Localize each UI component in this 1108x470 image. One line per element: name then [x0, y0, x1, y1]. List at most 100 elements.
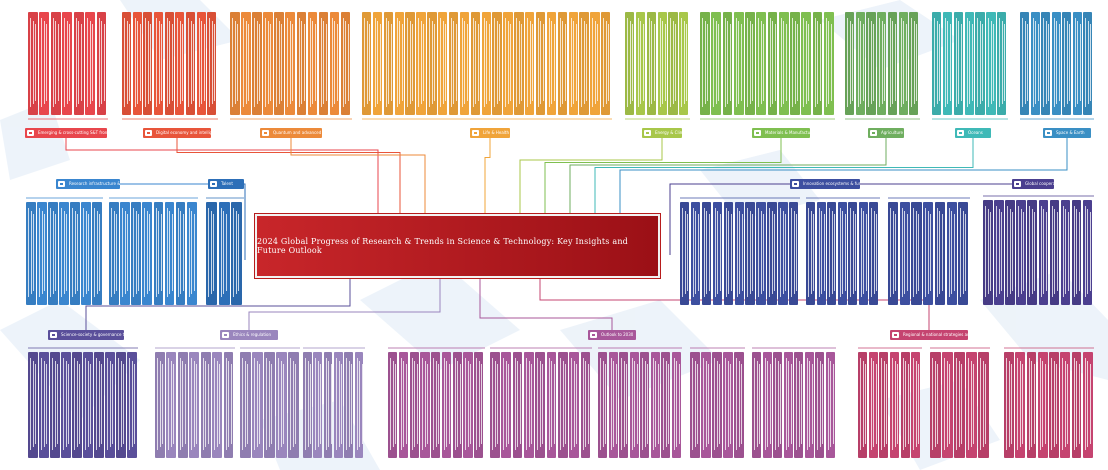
subtopic-column[interactable]	[452, 352, 462, 458]
subtopic-column[interactable]	[252, 12, 262, 115]
subtopic-column[interactable]	[323, 352, 333, 458]
branch-label-b2[interactable]: Digital economy and intelligent systems	[143, 128, 211, 138]
subtopic-column[interactable]	[525, 12, 535, 115]
subtopic-column[interactable]	[646, 12, 656, 115]
subtopic-column[interactable]	[1049, 352, 1059, 458]
subtopic-column[interactable]	[448, 12, 459, 115]
subtopic-column[interactable]	[909, 12, 919, 115]
branch-label-b7[interactable]: Agriculture	[868, 128, 904, 138]
subtopic-column[interactable]	[888, 202, 899, 305]
subtopic-column[interactable]	[92, 202, 102, 305]
subtopic-column[interactable]	[879, 352, 889, 458]
branch-label-b3[interactable]: Quantum and advanced computing	[260, 128, 322, 138]
subtopic-column[interactable]	[964, 12, 974, 115]
subtopic-column[interactable]	[394, 12, 404, 115]
subtopic-column[interactable]	[1082, 352, 1093, 458]
subtopic-column[interactable]	[994, 200, 1004, 305]
subtopic-column[interactable]	[212, 352, 223, 458]
subtopic-column[interactable]	[752, 352, 761, 458]
branch-label-b10[interactable]: Research infrastructure & open science	[56, 179, 120, 189]
subtopic-column[interactable]	[59, 202, 69, 305]
subtopic-column[interactable]	[668, 12, 678, 115]
subtopic-column[interactable]	[175, 202, 186, 305]
subtopic-column[interactable]	[166, 352, 177, 458]
subtopic-column[interactable]	[39, 352, 49, 458]
subtopic-column[interactable]	[953, 12, 964, 115]
branch-label-b4[interactable]: Life & Health	[470, 128, 510, 138]
branch-label-b8[interactable]: Oceans	[955, 128, 991, 138]
subtopic-column[interactable]	[868, 352, 878, 458]
subtopic-column[interactable]	[362, 12, 372, 115]
subtopic-column[interactable]	[50, 12, 61, 115]
branch-label-b16[interactable]: Outlook to 2030	[588, 330, 636, 340]
subtopic-column[interactable]	[285, 12, 296, 115]
subtopic-column[interactable]	[72, 352, 82, 458]
subtopic-column[interactable]	[887, 12, 898, 115]
subtopic-column[interactable]	[1049, 200, 1060, 305]
branch-label-b14[interactable]: Science-society & governance trends	[48, 330, 124, 340]
subtopic-column[interactable]	[869, 202, 879, 305]
subtopic-column[interactable]	[492, 12, 502, 115]
subtopic-column[interactable]	[70, 202, 80, 305]
subtopic-column[interactable]	[1004, 352, 1014, 458]
subtopic-column[interactable]	[231, 202, 243, 305]
subtopic-column[interactable]	[416, 12, 426, 115]
subtopic-column[interactable]	[50, 352, 60, 458]
subtopic-column[interactable]	[942, 12, 953, 115]
subtopic-column[interactable]	[313, 352, 323, 458]
subtopic-column[interactable]	[983, 200, 993, 305]
subtopic-column[interactable]	[122, 12, 132, 115]
subtopic-column[interactable]	[230, 12, 240, 115]
subtopic-column[interactable]	[1041, 12, 1051, 115]
subtopic-column[interactable]	[318, 12, 329, 115]
subtopic-column[interactable]	[848, 202, 858, 305]
subtopic-column[interactable]	[274, 12, 284, 115]
subtopic-column[interactable]	[767, 202, 777, 305]
subtopic-column[interactable]	[132, 12, 142, 115]
subtopic-column[interactable]	[142, 202, 152, 305]
subtopic-column[interactable]	[942, 352, 953, 458]
subtopic-column[interactable]	[745, 202, 755, 305]
subtopic-column[interactable]	[116, 352, 126, 458]
subtopic-column[interactable]	[164, 202, 175, 305]
subtopic-column[interactable]	[557, 12, 567, 115]
subtopic-column[interactable]	[546, 352, 557, 458]
subtopic-column[interactable]	[569, 352, 580, 458]
subtopic-column[interactable]	[866, 12, 876, 115]
subtopic-column[interactable]	[438, 12, 448, 115]
subtopic-column[interactable]	[690, 202, 701, 305]
subtopic-column[interactable]	[629, 352, 639, 458]
subtopic-column[interactable]	[61, 352, 71, 458]
subtopic-column[interactable]	[745, 12, 755, 115]
subtopic-column[interactable]	[276, 352, 287, 458]
subtopic-column[interactable]	[459, 12, 470, 115]
subtopic-column[interactable]	[94, 352, 104, 458]
subtopic-column[interactable]	[1060, 352, 1070, 458]
subtopic-column[interactable]	[153, 202, 164, 305]
subtopic-column[interactable]	[812, 12, 823, 115]
branch-label-b13[interactable]: Global cooperation	[1012, 179, 1054, 189]
subtopic-column[interactable]	[155, 352, 165, 458]
subtopic-column[interactable]	[177, 352, 188, 458]
subtopic-column[interactable]	[712, 352, 722, 458]
subtopic-column[interactable]	[1027, 200, 1037, 305]
subtopic-column[interactable]	[420, 352, 430, 458]
subtopic-column[interactable]	[514, 12, 524, 115]
subtopic-column[interactable]	[671, 352, 681, 458]
branch-label-b11[interactable]: Talent	[208, 179, 244, 189]
subtopic-column[interactable]	[388, 352, 398, 458]
subtopic-column[interactable]	[790, 12, 800, 115]
subtopic-column[interactable]	[1037, 352, 1048, 458]
subtopic-column[interactable]	[827, 202, 837, 305]
branch-label-b6[interactable]: Materials & Manufacturing	[752, 128, 810, 138]
subtopic-column[interactable]	[932, 12, 942, 115]
subtopic-column[interactable]	[329, 12, 340, 115]
subtopic-column[interactable]	[83, 352, 93, 458]
subtopic-column[interactable]	[470, 12, 481, 115]
subtopic-column[interactable]	[164, 12, 174, 115]
subtopic-column[interactable]	[252, 352, 263, 458]
subtopic-column[interactable]	[96, 12, 107, 115]
subtopic-column[interactable]	[524, 352, 534, 458]
branch-label-b15[interactable]: Ethics & regulation	[220, 330, 278, 340]
subtopic-column[interactable]	[657, 12, 667, 115]
